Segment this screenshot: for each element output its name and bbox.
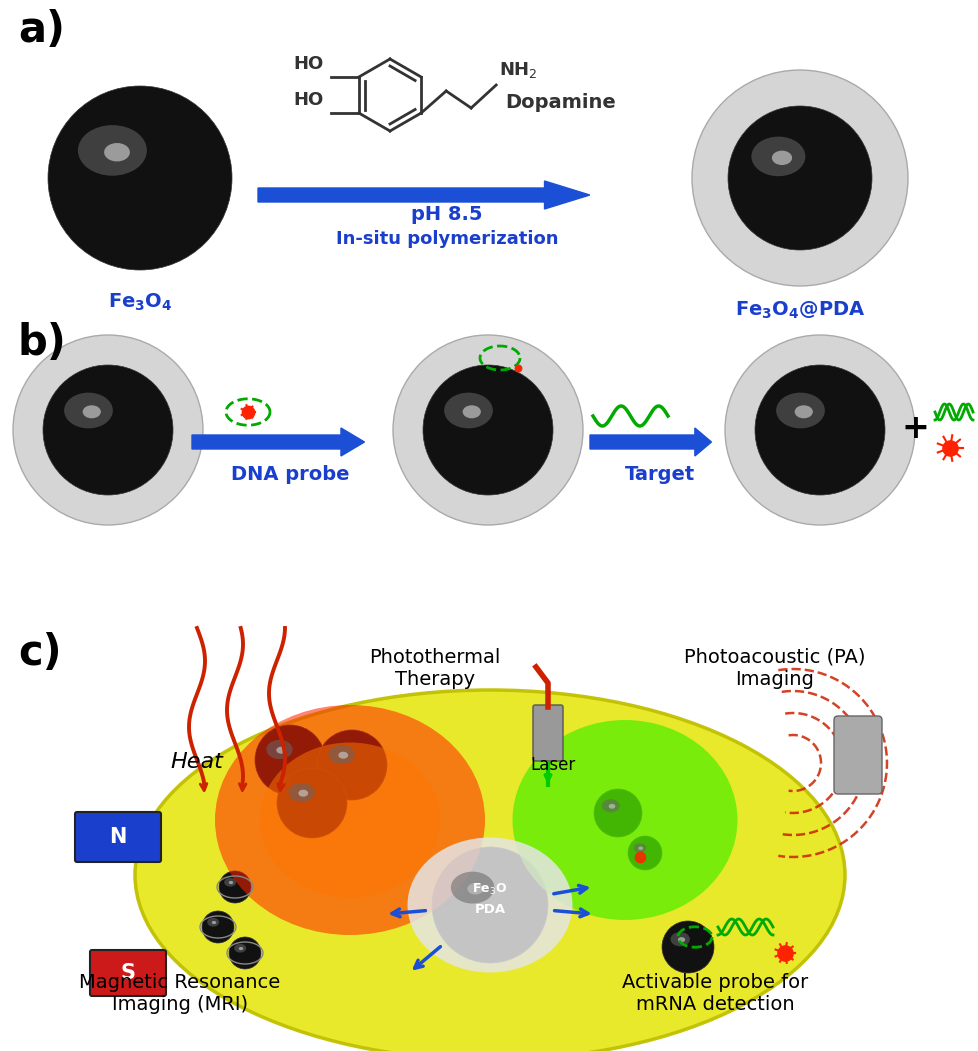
Ellipse shape — [771, 150, 791, 165]
Ellipse shape — [754, 365, 884, 495]
Ellipse shape — [728, 106, 871, 250]
Text: $\mathbf{Fe_3O_4}$: $\mathbf{Fe_3O_4}$ — [108, 292, 172, 313]
Text: Fe$_3$O: Fe$_3$O — [472, 882, 507, 898]
Ellipse shape — [725, 335, 914, 526]
Text: PDA: PDA — [474, 903, 505, 916]
Text: DNA probe: DNA probe — [231, 465, 349, 485]
Ellipse shape — [211, 921, 216, 924]
Ellipse shape — [463, 406, 480, 418]
Ellipse shape — [627, 836, 661, 870]
Ellipse shape — [239, 947, 243, 950]
Text: S: S — [120, 963, 135, 983]
Ellipse shape — [289, 783, 314, 802]
Ellipse shape — [608, 804, 615, 808]
Ellipse shape — [638, 846, 643, 850]
Ellipse shape — [511, 720, 736, 920]
Ellipse shape — [201, 911, 234, 943]
Ellipse shape — [594, 789, 642, 837]
Text: NH$_2$: NH$_2$ — [499, 60, 537, 80]
Text: HO: HO — [293, 55, 324, 73]
Ellipse shape — [104, 143, 130, 162]
Ellipse shape — [82, 406, 101, 418]
Ellipse shape — [298, 789, 308, 797]
Ellipse shape — [794, 406, 812, 418]
Point — [632, 848, 647, 865]
Ellipse shape — [338, 751, 348, 759]
FancyBboxPatch shape — [532, 705, 562, 761]
Ellipse shape — [260, 742, 439, 898]
Ellipse shape — [328, 745, 354, 764]
Ellipse shape — [751, 137, 805, 177]
Ellipse shape — [229, 881, 233, 884]
Ellipse shape — [444, 393, 492, 429]
Ellipse shape — [229, 937, 261, 969]
Text: Photothermal
Therapy: Photothermal Therapy — [369, 648, 500, 689]
Text: HO: HO — [293, 91, 324, 109]
Ellipse shape — [13, 335, 202, 526]
Ellipse shape — [670, 932, 689, 946]
Point — [240, 404, 255, 420]
Text: $\mathbf{Fe_3O_4}$@PDA: $\mathbf{Fe_3O_4}$@PDA — [734, 300, 865, 322]
Text: c): c) — [18, 632, 62, 674]
Ellipse shape — [135, 691, 844, 1051]
Ellipse shape — [234, 944, 245, 952]
Ellipse shape — [266, 740, 292, 759]
Ellipse shape — [43, 365, 173, 495]
Point — [777, 945, 792, 962]
Ellipse shape — [633, 843, 645, 852]
FancyBboxPatch shape — [833, 716, 881, 794]
Ellipse shape — [776, 393, 824, 429]
FancyArrow shape — [258, 181, 589, 209]
Point — [510, 359, 525, 376]
Text: Heat: Heat — [170, 753, 223, 772]
Ellipse shape — [277, 768, 346, 838]
Ellipse shape — [65, 393, 112, 429]
Ellipse shape — [215, 705, 484, 935]
Text: Activable probe for
mRNA detection: Activable probe for mRNA detection — [621, 973, 807, 1014]
Ellipse shape — [467, 883, 483, 894]
Ellipse shape — [48, 86, 232, 270]
FancyArrow shape — [590, 428, 711, 456]
Text: Laser: Laser — [529, 756, 575, 774]
Ellipse shape — [691, 70, 907, 286]
Ellipse shape — [392, 335, 583, 526]
Ellipse shape — [407, 838, 572, 972]
FancyBboxPatch shape — [75, 812, 160, 862]
Ellipse shape — [601, 799, 619, 812]
Text: Photoacoustic (PA)
Imaging: Photoacoustic (PA) Imaging — [684, 648, 865, 689]
Ellipse shape — [207, 918, 219, 927]
Text: a): a) — [18, 9, 65, 51]
Ellipse shape — [431, 847, 548, 963]
Ellipse shape — [677, 937, 685, 943]
Ellipse shape — [661, 921, 713, 973]
FancyBboxPatch shape — [90, 950, 166, 996]
Ellipse shape — [219, 871, 250, 903]
Text: Magnetic Resonance
Imaging (MRI): Magnetic Resonance Imaging (MRI) — [79, 973, 281, 1014]
Text: Dopamine: Dopamine — [505, 92, 615, 112]
Point — [941, 439, 956, 456]
Ellipse shape — [276, 746, 286, 754]
Text: b): b) — [18, 322, 67, 364]
FancyArrow shape — [192, 428, 364, 456]
Ellipse shape — [254, 725, 325, 795]
Text: Target: Target — [624, 465, 694, 485]
Text: In-situ polymerization: In-situ polymerization — [335, 230, 557, 248]
Ellipse shape — [78, 125, 147, 176]
Ellipse shape — [422, 365, 553, 495]
Ellipse shape — [224, 878, 236, 887]
Text: +: + — [900, 412, 928, 445]
Text: N: N — [110, 827, 126, 847]
Ellipse shape — [317, 730, 386, 800]
Ellipse shape — [451, 871, 494, 904]
Text: pH 8.5: pH 8.5 — [411, 205, 482, 224]
